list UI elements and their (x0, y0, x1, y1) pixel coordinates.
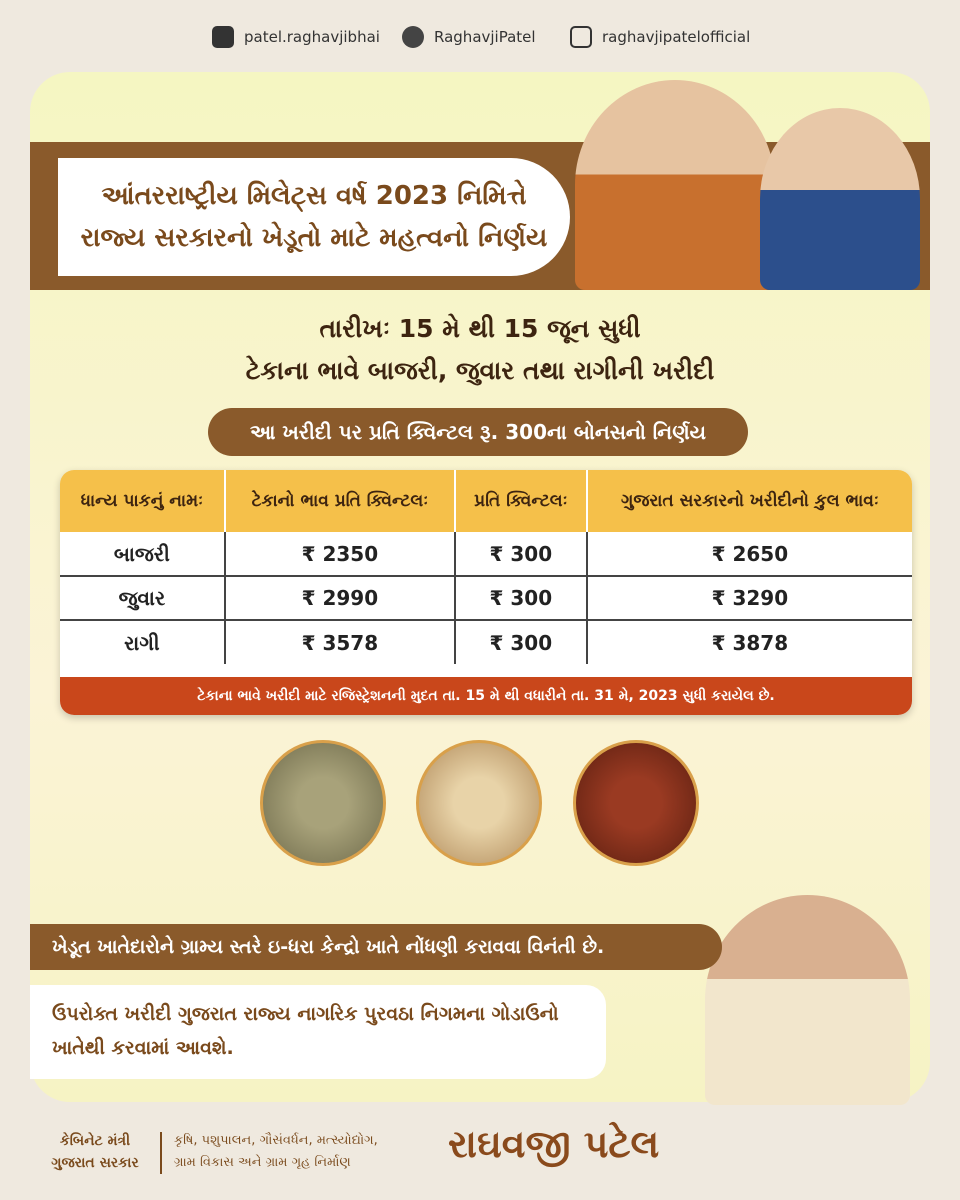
facebook-handle: patel.raghavjibhai (244, 28, 380, 46)
column-header: ટેકાનો ભાવ પ્રતિ ક્વિન્ટલઃ (223, 470, 455, 532)
notice: ઉપરોક્ત ખરીદી ગુજરાત રાજ્ય નાગરિક પુરવઠા… (30, 985, 606, 1079)
date: તારીખઃ 15 મે થી 15 જૂન સુધી (319, 314, 641, 343)
role-line: ગુજરાત સરકાર (51, 1155, 139, 1171)
table: ધાન્ય પાકનું નામઃ ટેકાનો ભાવ પ્રતિ ક્વિન્… (60, 470, 912, 664)
portrait (705, 895, 910, 1105)
table-cell: જુવાર (60, 575, 225, 620)
table-cell: ₹ 300 (453, 575, 587, 620)
notice: ખેડૂત ખાતેદારોને ગ્રામ્ય સ્તરે ઇ-ધરા કેન… (30, 924, 722, 970)
department-line: ગ્રામ વિકાસ અને ગ્રામ ગૃહ નિર્માણ (174, 1155, 351, 1170)
price-table: ધાન્ય પાકનું નામઃ ટેકાનો ભાવ પ્રતિ ક્વિન્… (60, 470, 912, 715)
instagram[interactable]: raghavjipatelofficial (570, 26, 750, 48)
portrait (760, 108, 920, 290)
departments: કૃષિ, પશુપાલન, ગૌસંવર્ધન, મત્સ્યોદ્યોગ, … (174, 1130, 378, 1174)
header-row: ધાન્ય પાકનું નામઃ ટેકાનો ભાવ પ્રતિ ક્વિન્… (60, 470, 912, 532)
twitter[interactable]: RaghavjiPatel (402, 26, 536, 48)
table-cell: ₹ 3578 (223, 619, 455, 664)
role: કેબિનેટ મંત્રી ગુજરાત સરકાર (40, 1130, 150, 1174)
table-cell: ₹ 2350 (223, 532, 455, 576)
table-cell: ₹ 3878 (585, 619, 912, 664)
table-cell: ₹ 300 (453, 619, 587, 664)
role-line: કેબિનેટ મંત્રી (59, 1133, 131, 1149)
table-cell: રાગી (60, 619, 225, 664)
minister-name: રાઘવજી પટેલ (448, 1122, 660, 1166)
column-header: પ્રતિ ક્વિન્ટલઃ (453, 470, 587, 532)
table-cell: બાજરી (113, 541, 170, 566)
column-header: ગુજરાત સરકારનો ખરીદીનો કુલ ભાવઃ (585, 470, 912, 532)
table-cell: ₹ 300 (453, 532, 587, 576)
twitter-handle: RaghavjiPatel (434, 28, 536, 46)
title-line: આંતરરાષ્ટ્રીય મિલેટ્સ વર્ષ 2023 નિમિત્તે (101, 181, 527, 211)
bonus: આ ખરીદી પર પ્રતિ ક્વિન્ટલ રૂ. 300ના બોનસ… (208, 408, 748, 456)
divider (160, 1132, 162, 1174)
column-header: ધાન્ય પાકનું નામઃ (60, 470, 225, 532)
purchase: ટેકાના ભાવે બાજરી, જુવાર તથા રાગીની ખરીદ… (245, 356, 715, 385)
table-row: રાગી ₹ 3578 ₹ 300 ₹ 3878 (60, 619, 912, 664)
table-cell: ₹ 2650 (585, 532, 912, 576)
title-line: રાજ્ય સરકારનો ખેડૂતો માટે મહત્વનો નિર્ણય (80, 223, 548, 253)
instagram-handle: raghavjipatelofficial (602, 28, 751, 46)
sorghum-image (416, 740, 542, 866)
ragi-image (573, 740, 699, 866)
table-cell: ₹ 3290 (585, 575, 912, 620)
table-row: બાજરી ₹ 2350 ₹ 300 ₹ 2650 (60, 532, 912, 576)
millet-image (260, 740, 386, 866)
facebook[interactable]: patel.raghavjibhai (212, 26, 380, 48)
table-row: જુવાર ₹ 2990 ₹ 300 ₹ 3290 (60, 575, 912, 620)
department-line: કૃષિ, પશુપાલન, ગૌસંવર્ધન, મત્સ્યોદ્યોગ, (174, 1133, 378, 1148)
table-cell: ₹ 2990 (223, 575, 455, 620)
title-pill: આંતરરાષ્ટ્રીય મિલેટ્સ વર્ષ 2023 નિમિત્તે… (58, 158, 570, 276)
portrait (575, 80, 775, 290)
table-footnote: ટેકાના ભાવે ખરીદી માટે રજિસ્ટ્રેશનની મુદ… (60, 677, 912, 715)
